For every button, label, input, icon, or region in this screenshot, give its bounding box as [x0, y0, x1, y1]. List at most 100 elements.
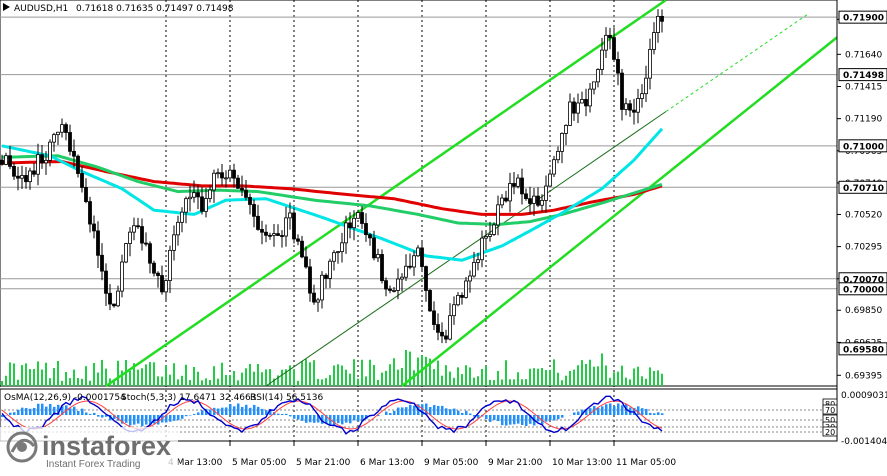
volume-bar [477, 376, 479, 386]
candle-body [33, 171, 36, 174]
osma-bar [89, 414, 92, 415]
osma-bar [261, 409, 264, 415]
candle-body [561, 133, 564, 151]
volume-bar [345, 370, 347, 386]
candle-body [433, 311, 436, 325]
osma-bar [509, 415, 512, 425]
volume-bar [181, 376, 183, 386]
volume-bars [1, 350, 663, 386]
volume-bar [549, 370, 551, 386]
osma-bar [597, 408, 600, 415]
price-tag-label: 0.71498 [843, 71, 884, 81]
candle-body [185, 199, 188, 212]
osma-bar [233, 406, 236, 415]
osma-bar [617, 403, 620, 415]
osma-bar [645, 409, 648, 415]
volume-bar [485, 366, 487, 386]
candle-body [289, 213, 292, 218]
main-price-pane[interactable]: AUDUSD,H1 0.71618 0.71635 0.71497 0.7149… [0, 0, 837, 441]
candle-body [449, 316, 452, 339]
volume-bar [41, 370, 43, 386]
osma-bar [37, 404, 40, 415]
candle-body [309, 267, 312, 293]
candle-body [297, 239, 300, 241]
volume-bar [57, 361, 59, 386]
candle-body [117, 291, 120, 306]
osma-bar [249, 408, 252, 415]
candle-body [225, 178, 228, 179]
candle-body [597, 69, 600, 81]
volume-bar [245, 368, 247, 386]
trend-channel[interactable] [106, 0, 837, 386]
time-tick-label: 6 Mar 13:00 [360, 458, 415, 468]
candle-body [353, 218, 356, 227]
volume-bar [597, 366, 599, 386]
osma-bar [41, 404, 44, 415]
volume-bar [1, 381, 3, 386]
osma-bar [185, 415, 188, 416]
candle-body [377, 254, 380, 257]
volume-bar [53, 368, 55, 386]
volume-bar [509, 379, 511, 386]
osma-bar [337, 415, 340, 423]
osma-bar [397, 408, 400, 415]
price-tag-label: 0.70710 [843, 184, 884, 194]
osma-bar [621, 405, 624, 415]
volume-bar [617, 372, 619, 386]
volume-bar [169, 375, 171, 386]
volume-bar [557, 373, 559, 386]
candle-body [437, 325, 440, 333]
volume-bar [621, 366, 623, 386]
candle-body [245, 190, 248, 197]
volume-bar [661, 374, 663, 386]
price-tag-label: 0.71900 [843, 14, 884, 24]
price-axis[interactable]: 0.718850.716400.714150.711900.709650.707… [837, 0, 887, 441]
price-tag-label: 0.69580 [843, 345, 884, 355]
volume-bar [349, 374, 351, 386]
candle-body [365, 224, 368, 235]
volume-bar [613, 372, 615, 386]
volume-bar [69, 378, 71, 386]
osma-bar [401, 407, 404, 415]
volume-bar [449, 372, 451, 386]
candle-body [285, 218, 288, 236]
osma-bar [457, 411, 460, 415]
candle-body [617, 59, 620, 73]
volume-bar [29, 369, 31, 386]
volume-bar [265, 369, 267, 386]
candle-body [193, 193, 196, 198]
volume-bar [525, 379, 527, 386]
volume-bar [9, 362, 11, 386]
candle-body [269, 235, 272, 236]
volume-bar [381, 373, 383, 386]
candle-body [253, 204, 256, 216]
candle-body [581, 99, 584, 103]
channel-middle [266, 112, 666, 386]
volume-bar [25, 363, 27, 386]
volume-bar [261, 372, 263, 386]
candle-body [249, 197, 252, 204]
volume-bar [529, 369, 531, 386]
candle-body [49, 142, 52, 160]
candle-body [645, 78, 648, 94]
osma-bar [49, 404, 52, 415]
candle-body [441, 332, 444, 336]
level-label: 20 [825, 428, 835, 437]
osma-bar [241, 407, 244, 415]
volume-bar [649, 367, 651, 386]
time-tick-label: 11 Mar 05:00 [616, 458, 676, 468]
candle-body [565, 125, 568, 133]
osma-bar [353, 415, 356, 420]
candle-body [241, 188, 244, 190]
volume-bar [369, 360, 371, 386]
candle-body [541, 200, 544, 205]
osma-bar [461, 413, 464, 415]
candle-body [469, 276, 472, 281]
candle-body [461, 295, 464, 297]
volume-bar [253, 372, 255, 386]
candle-body [397, 279, 400, 290]
volume-bar [585, 364, 587, 386]
volume-bar [257, 364, 259, 386]
